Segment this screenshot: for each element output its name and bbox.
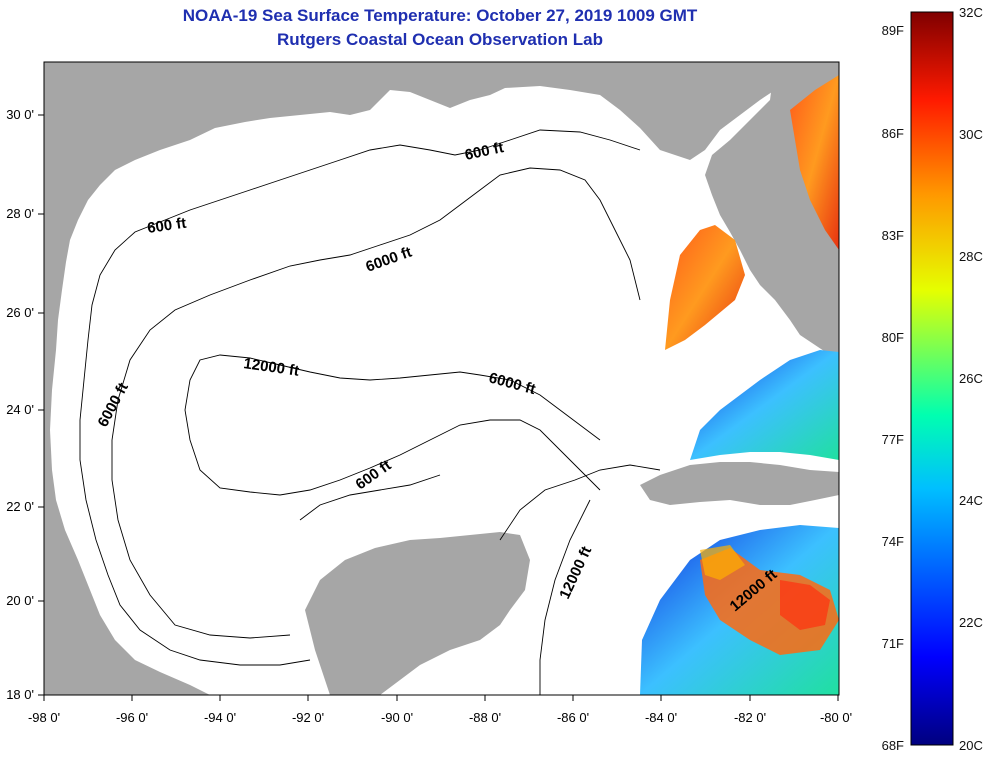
lon-label: -90 0': [381, 710, 413, 725]
colorbar-c-label: 26C: [959, 371, 983, 386]
lat-label: 20 0': [6, 593, 34, 608]
lat-label: 22 0': [6, 499, 34, 514]
lon-label: -96 0': [116, 710, 148, 725]
colorbar-f-label: 74F: [882, 534, 904, 549]
land-cuba: [640, 462, 839, 505]
lon-label: -98 0': [28, 710, 60, 725]
colorbar-c-label: 30C: [959, 127, 983, 142]
map-title: NOAA-19 Sea Surface Temperature: October…: [182, 6, 698, 25]
land-us-mexico-north: [44, 62, 775, 695]
lon-label: -88 0': [469, 710, 501, 725]
land-yucatan: [305, 532, 530, 695]
temperature-colorbar: 89F 86F 83F 80F 77F 74F 71F 68F 32C 30C …: [882, 5, 983, 753]
lat-label: 26 0': [6, 305, 34, 320]
colorbar-f-label: 68F: [882, 738, 904, 753]
colorbar-gradient: [910, 11, 954, 746]
colorbar-f-label: 83F: [882, 228, 904, 243]
lat-label: 28 0': [6, 206, 34, 221]
colorbar-f-label: 71F: [882, 636, 904, 651]
colorbar-f-label: 77F: [882, 432, 904, 447]
colorbar-c-label: 22C: [959, 615, 983, 630]
lon-label: -80 0': [820, 710, 852, 725]
lat-label: 30 0': [6, 107, 34, 122]
map-subtitle: Rutgers Coastal Ocean Observation Lab: [277, 30, 603, 49]
lon-label: -84 0': [645, 710, 677, 725]
lon-label: -92 0': [292, 710, 324, 725]
colorbar-f-label: 80F: [882, 330, 904, 345]
colorbar-f-label: 89F: [882, 23, 904, 38]
map-frame: [43, 61, 840, 696]
lon-label: -82 0': [734, 710, 766, 725]
lon-label: -86 0': [557, 710, 589, 725]
colorbar-c-label: 32C: [959, 5, 983, 20]
lon-label: -94 0': [204, 710, 236, 725]
lat-label: 24 0': [6, 402, 34, 417]
colorbar-f-label: 86F: [882, 126, 904, 141]
longitude-axis: -98 0' -96 0' -94 0' -92 0' -90 0' -88 0…: [28, 695, 852, 725]
bathymetry-contours: [79, 129, 661, 695]
colorbar-c-label: 20C: [959, 738, 983, 753]
sst-data-layer: [640, 75, 839, 695]
colorbar-c-label: 24C: [959, 493, 983, 508]
contour-label-600ft-west: 600 ft: [146, 215, 187, 237]
lat-label: 18 0': [6, 687, 34, 702]
latitude-axis: 30 0' 28 0' 26 0' 24 0' 22 0' 20 0' 18 0…: [6, 107, 44, 702]
colorbar-c-label: 28C: [959, 249, 983, 264]
